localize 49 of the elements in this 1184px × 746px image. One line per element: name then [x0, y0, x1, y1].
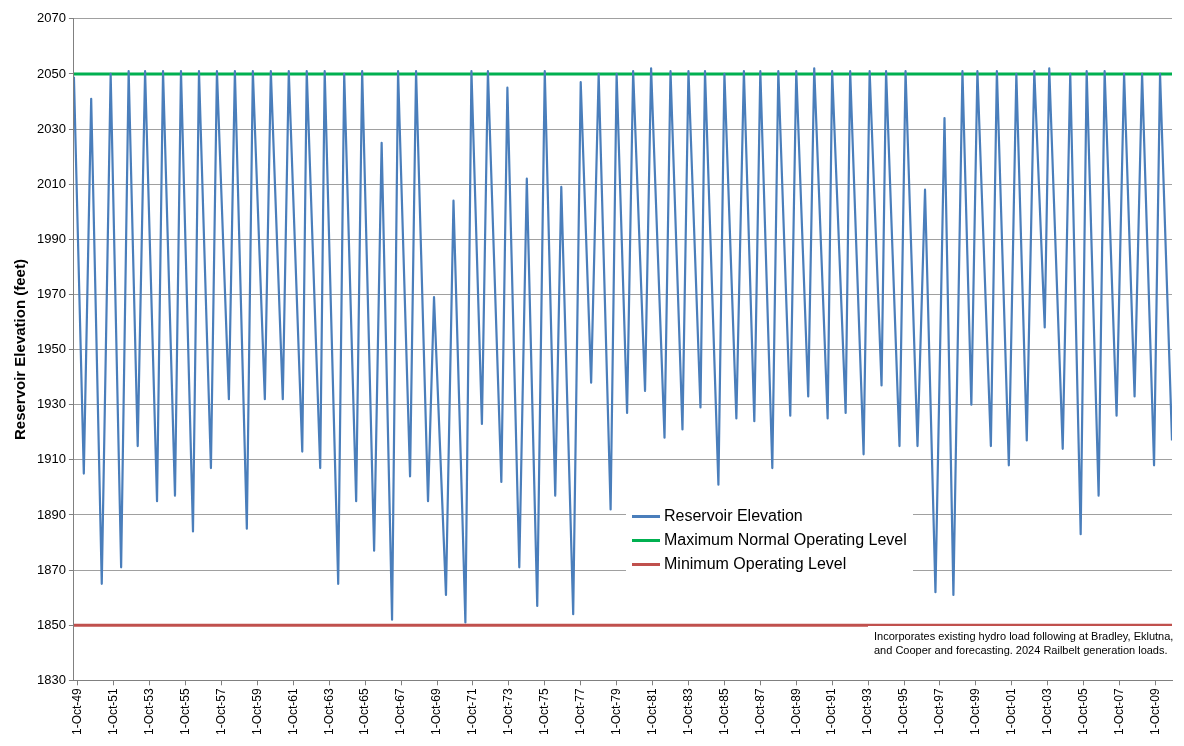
y-axis-title: Reservoir Elevation (feet): [11, 259, 29, 441]
x-tick-label: 1-Oct-05: [1075, 688, 1090, 736]
x-tick-label: 1-Oct-75: [537, 688, 552, 736]
x-tick-label: 1-Oct-71: [465, 688, 480, 736]
y-tick-label: 2070: [37, 10, 66, 26]
y-tick-label: 1970: [37, 286, 66, 302]
y-tick-label: 2050: [37, 65, 66, 81]
x-tick-label: 1-Oct-81: [644, 688, 659, 736]
x-tick-label: 1-Oct-73: [501, 688, 516, 736]
x-tick-label: 1-Oct-87: [752, 688, 767, 736]
legend-label: Reservoir Elevation: [664, 506, 803, 526]
x-tick-label: 1-Oct-49: [70, 688, 85, 736]
x-tick-label: 1-Oct-83: [680, 688, 695, 736]
legend-label: Minimum Operating Level: [664, 554, 847, 574]
x-tick-label: 1-Oct-91: [824, 688, 839, 736]
x-tick-label: 1-Oct-85: [716, 688, 731, 736]
x-tick-label: 1-Oct-89: [788, 688, 803, 736]
y-tick-label: 1850: [37, 616, 66, 632]
y-tick-label: 1990: [37, 230, 66, 246]
annotation: Incorporates existing hydro load following at Bradley, Eklutna, and Cooper and forecasting. 2024 Railbelt generation loads.: [868, 626, 1180, 660]
x-tick-label: 1-Oct-09: [1147, 688, 1162, 736]
x-tick-label: 1-Oct-01: [1004, 688, 1019, 736]
y-tick-label: 1890: [37, 506, 66, 522]
x-tick-label: 1-Oct-57: [213, 688, 228, 736]
y-tick-label: 1870: [37, 561, 66, 577]
x-tick-label: 1-Oct-65: [357, 688, 372, 736]
x-tick-label: 1-Oct-69: [429, 688, 444, 736]
y-tick-label: 2010: [37, 175, 66, 191]
y-tick-label: 1910: [37, 451, 66, 467]
y-tick-label: 2030: [37, 120, 66, 136]
x-tick-label: 1-Oct-77: [573, 688, 588, 736]
x-tick-label: 1-Oct-97: [932, 688, 947, 736]
x-tick-label: 1-Oct-79: [608, 688, 623, 736]
x-tick-label: 1-Oct-95: [896, 688, 911, 736]
x-tick-label: 1-Oct-03: [1040, 688, 1055, 736]
x-tick-label: 1-Oct-53: [141, 688, 156, 736]
x-tick-label: 1-Oct-93: [860, 688, 875, 736]
x-tick-label: 1-Oct-59: [249, 688, 264, 736]
x-tick-label: 1-Oct-07: [1111, 688, 1126, 736]
x-tick-label: 1-Oct-51: [105, 688, 120, 736]
x-tick-label: 1-Oct-67: [393, 688, 408, 736]
y-tick-label: 1830: [37, 671, 66, 687]
x-tick-label: 1-Oct-55: [177, 688, 192, 736]
y-tick-label: 1930: [37, 396, 66, 412]
x-tick-label: 1-Oct-63: [321, 688, 336, 736]
y-tick-label: 1950: [37, 341, 66, 357]
x-tick-label: 1-Oct-61: [285, 688, 300, 736]
x-tick-label: 1-Oct-99: [968, 688, 983, 736]
legend-label: Maximum Normal Operating Level: [664, 530, 907, 550]
